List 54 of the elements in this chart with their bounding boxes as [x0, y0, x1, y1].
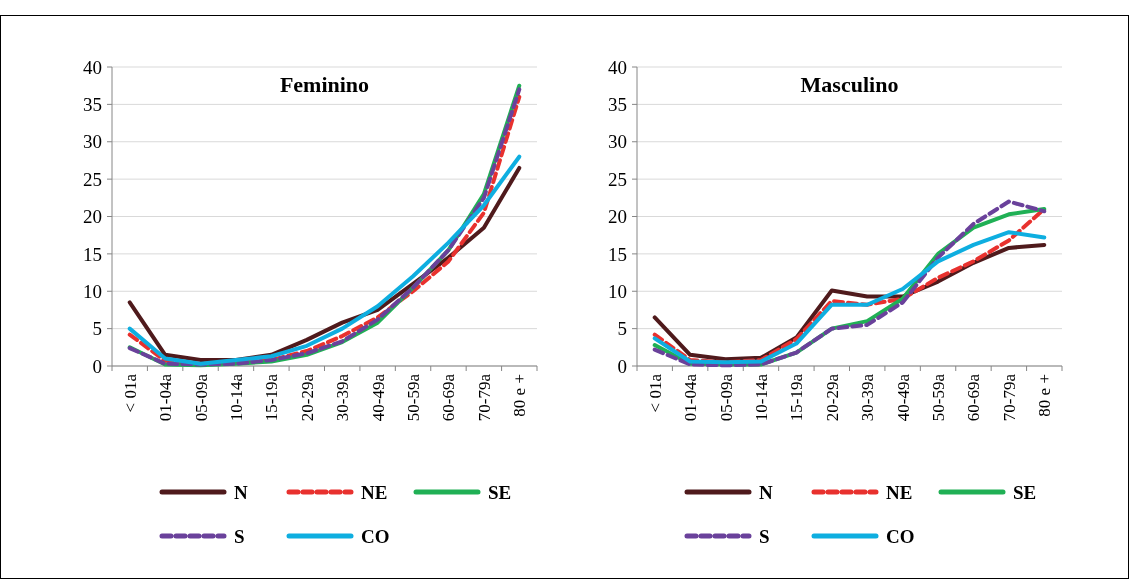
x-tick-label: 01-04a	[681, 373, 701, 422]
y-tick-label: 20	[608, 206, 627, 228]
x-tick-label: 10-14a	[751, 373, 771, 422]
x-tick-label: 40-49a	[893, 373, 913, 422]
legend-label: CO	[886, 525, 915, 547]
x-tick-label: 80 e +	[1035, 374, 1055, 417]
legend-label: NE	[361, 481, 388, 503]
legend-label: SE	[488, 481, 512, 503]
x-tick-label: 15-19a	[787, 373, 807, 422]
y-tick-label: 35	[83, 94, 102, 116]
y-tick-label: 5	[617, 318, 627, 340]
x-tick-label: 20-29a	[297, 373, 317, 422]
y-tick-label: 10	[608, 280, 627, 302]
x-tick-label: < 01a	[645, 373, 665, 413]
x-tick-label: 20-29a	[822, 373, 842, 422]
y-tick-label: 30	[83, 131, 102, 153]
x-tick-label: 01-04a	[156, 373, 176, 422]
y-tick-label: 10	[83, 280, 102, 302]
y-tick-label: 40	[83, 56, 102, 78]
x-tick-label: 60-69a	[964, 373, 984, 422]
legend-label: S	[759, 525, 770, 547]
y-tick-label: 20	[83, 206, 102, 228]
y-tick-label: 15	[608, 243, 627, 265]
y-tick-label: 15	[83, 243, 102, 265]
legend-label: S	[234, 525, 245, 547]
x-tick-label: 10-14a	[226, 373, 246, 422]
y-tick-label: 25	[608, 168, 627, 190]
y-tick-label: 25	[83, 168, 102, 190]
legend-label: SE	[1013, 481, 1037, 503]
legend-label: N	[759, 481, 773, 503]
x-tick-label: 80 e +	[510, 374, 530, 417]
y-tick-label: 35	[608, 94, 627, 116]
y-tick-label: 0	[617, 355, 627, 377]
x-tick-label: 40-49a	[368, 373, 388, 422]
y-tick-label: 5	[92, 318, 102, 340]
legend-label: NE	[886, 481, 913, 503]
x-tick-label: < 01a	[120, 373, 140, 413]
legend-label: CO	[361, 525, 390, 547]
y-tick-label: 0	[92, 355, 102, 377]
x-tick-label: 05-09a	[191, 373, 211, 422]
chart-title: Feminino	[279, 72, 370, 97]
y-tick-label: 30	[608, 131, 627, 153]
x-tick-label: 70-79a	[474, 373, 494, 422]
x-tick-label: 05-09a	[716, 373, 736, 422]
chart-title: Masculino	[800, 72, 899, 97]
x-tick-label: 70-79a	[999, 373, 1019, 422]
x-tick-label: 30-39a	[333, 373, 353, 422]
x-tick-label: 30-39a	[858, 373, 878, 422]
x-tick-label: 15-19a	[262, 373, 282, 422]
legend-label: N	[234, 481, 248, 503]
x-tick-label: 50-59a	[929, 373, 949, 422]
x-tick-label: 50-59a	[404, 373, 424, 422]
x-tick-label: 60-69a	[439, 373, 459, 422]
y-tick-label: 40	[608, 56, 627, 78]
